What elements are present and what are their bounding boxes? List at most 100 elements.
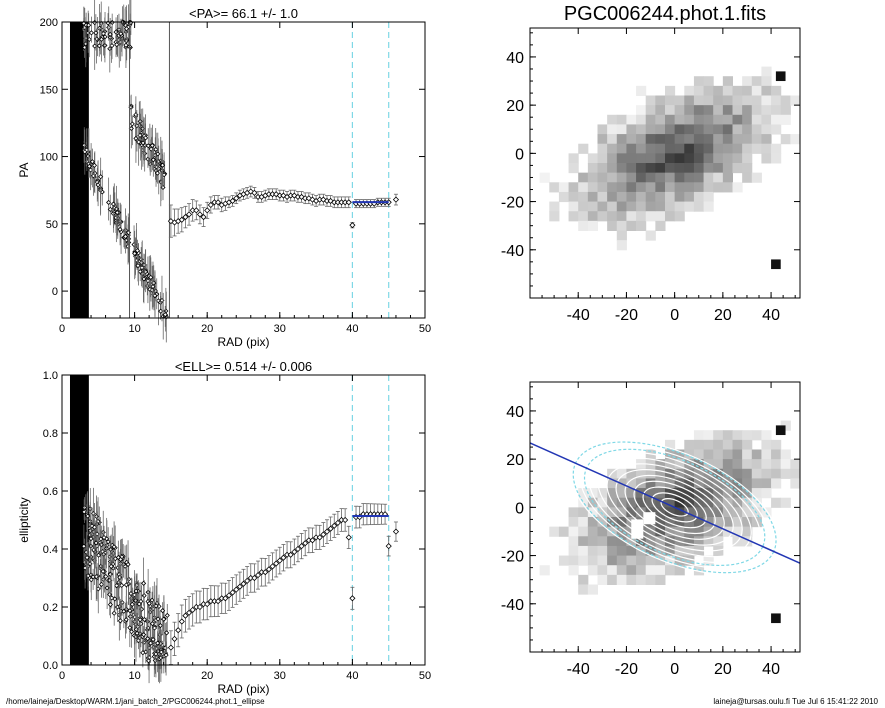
image-pixel <box>684 478 695 489</box>
noise-point <box>123 26 130 32</box>
image-pixel <box>684 191 695 203</box>
pa-y-axis-label: PA <box>17 162 31 177</box>
noise-point <box>127 625 133 631</box>
image-pixel <box>703 191 714 203</box>
image-pixel <box>636 124 647 135</box>
pa-axis-ticks: 0 10 20 30 40 50 0 50 100 150 200 <box>40 17 431 335</box>
x-tick-label: 40 <box>762 661 780 678</box>
image-pixel <box>703 201 714 212</box>
image-pixel <box>626 163 637 174</box>
data-point <box>236 583 243 590</box>
y-tick-label: 40 <box>506 50 524 67</box>
data-point <box>276 557 283 564</box>
image-pixel <box>616 536 627 547</box>
data-point <box>204 601 211 608</box>
noise-point <box>153 651 159 657</box>
image-pixel <box>693 478 705 489</box>
image-pixel <box>751 449 762 460</box>
image-pixel <box>645 153 656 164</box>
image-pixel <box>607 163 618 174</box>
image-pixel <box>713 153 724 164</box>
image-pixel <box>626 545 637 557</box>
image-pixel <box>722 430 733 441</box>
image-pixel <box>645 95 656 106</box>
image-pixel <box>713 468 724 479</box>
image-pixel <box>674 124 685 135</box>
image-pixel <box>732 85 743 96</box>
image-pixel <box>636 114 647 125</box>
image-pixel <box>722 468 733 479</box>
image-pixel <box>655 459 666 470</box>
noise-point <box>149 143 155 149</box>
image-pixel <box>693 430 705 441</box>
image-pixel <box>616 468 627 479</box>
data-point <box>251 189 258 196</box>
image-pixel <box>607 220 618 231</box>
image-pixel <box>693 468 705 479</box>
image-pixel <box>655 191 666 203</box>
noise-point <box>116 571 122 577</box>
image-pixel <box>771 478 782 489</box>
image-pixel <box>665 526 676 537</box>
image-pixel <box>703 488 714 499</box>
x-tick-label: 30 <box>274 323 286 335</box>
image-pixel <box>732 182 743 193</box>
image-pixel <box>578 488 589 499</box>
noise-point <box>161 616 167 622</box>
image-pixel <box>751 488 762 499</box>
ellipticity-y-axis-label: ellipticity <box>17 497 31 542</box>
image-pixel <box>674 182 685 193</box>
image-pixel <box>587 565 598 576</box>
galaxy-ellipse-overlay-panel: -40 -20 0 20 40 -40 -20 0 20 40 <box>501 381 801 678</box>
image-pixel <box>655 220 666 231</box>
image-pixel <box>790 134 801 145</box>
image-pixel <box>713 114 724 125</box>
y-tick-label: 0.6 <box>43 486 58 498</box>
y-tick-label: -40 <box>501 243 524 260</box>
image-pixel <box>771 497 782 508</box>
data-point <box>291 548 298 555</box>
image-pixel <box>578 143 589 154</box>
image-pixel <box>568 182 579 193</box>
image-pixel <box>742 134 753 145</box>
image-pixel <box>626 468 637 479</box>
noise-point <box>143 135 149 141</box>
data-point <box>345 199 352 206</box>
image-pixel <box>761 95 772 106</box>
image-pixel <box>616 488 627 499</box>
noise-point <box>107 31 113 37</box>
image-pixel <box>645 182 656 193</box>
image-pixel <box>597 134 608 145</box>
footer-file-path: /home/laineja/Desktop/WARM.1/jani_batch_… <box>6 697 265 706</box>
data-point <box>309 537 316 544</box>
data-point <box>251 574 258 582</box>
image-pixel <box>597 574 608 585</box>
image-pixel <box>790 478 801 489</box>
image-pixel <box>674 545 685 557</box>
star-pixel <box>771 259 781 270</box>
image-pixel <box>665 182 676 193</box>
noise-point <box>104 585 110 591</box>
image-pixel <box>780 95 791 106</box>
x-tick-label: 20 <box>201 670 213 682</box>
noise-point <box>82 44 88 51</box>
noise-point <box>85 153 91 159</box>
noise-point <box>83 41 89 47</box>
image-pixel <box>703 536 714 547</box>
image-pixel <box>597 507 608 518</box>
image-pixel <box>713 430 724 441</box>
image-pixel <box>665 163 676 174</box>
image-pixel <box>742 114 753 125</box>
noise-point <box>117 618 123 624</box>
image-pixel <box>665 95 676 106</box>
x-tick-label: 40 <box>346 323 358 335</box>
noise-point <box>148 274 154 280</box>
data-point <box>204 207 211 214</box>
noise-point <box>113 29 119 35</box>
image-pixel <box>732 114 743 125</box>
noise-point <box>141 276 147 282</box>
image-pixel <box>578 536 589 547</box>
noise-point <box>144 283 150 289</box>
noise-point <box>150 636 156 643</box>
image-pixel <box>761 478 772 489</box>
